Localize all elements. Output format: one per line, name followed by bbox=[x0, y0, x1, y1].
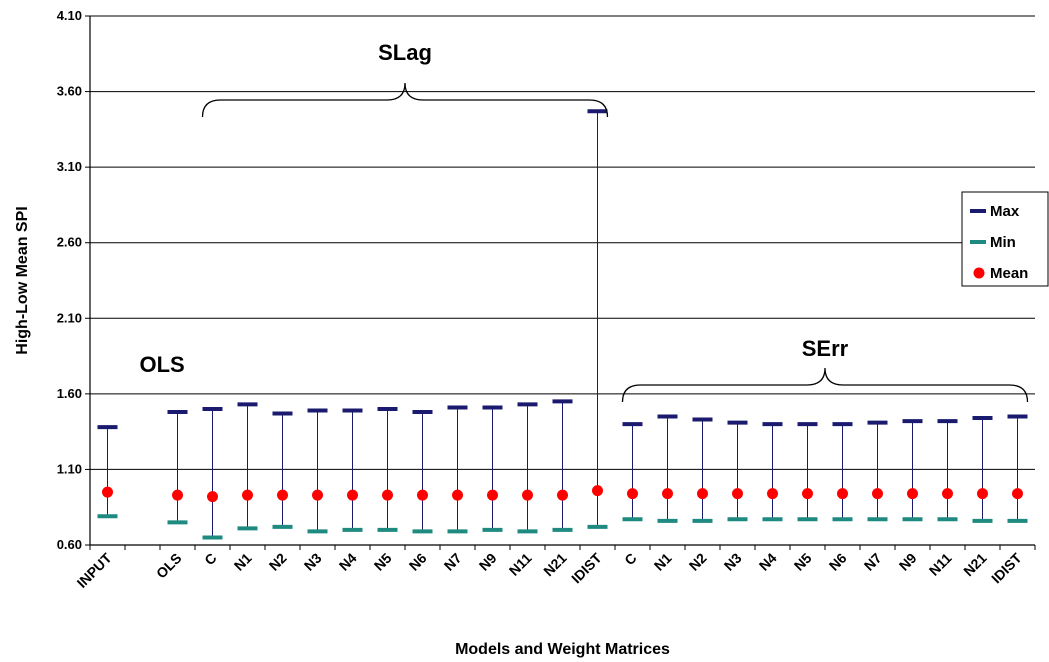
x-tick-label: C bbox=[201, 550, 219, 568]
serr-group-label: SErr bbox=[802, 336, 849, 361]
y-tick-label: 1.10 bbox=[57, 461, 82, 476]
y-tick-label: 3.60 bbox=[57, 84, 82, 99]
x-tick-label: N2 bbox=[686, 550, 710, 574]
mean-marker bbox=[977, 488, 988, 500]
legend-label-mean: Mean bbox=[990, 265, 1028, 282]
mean-marker bbox=[942, 488, 953, 500]
y-tick-labels: 0.60 1.10 1.60 2.10 2.60 3.10 3.60 4.10 bbox=[57, 8, 82, 552]
slag-group-label: SLag bbox=[378, 40, 432, 65]
y-axis-title: High-Low Mean SPI bbox=[14, 206, 31, 354]
serr-brace bbox=[621, 367, 1029, 403]
mean-marker bbox=[522, 489, 533, 501]
y-tick-label: 2.60 bbox=[57, 235, 82, 250]
x-tick-label: N1 bbox=[231, 550, 255, 574]
mean-marker bbox=[207, 491, 218, 503]
grid-lines bbox=[85, 15, 1035, 546]
y-tick-label: 3.10 bbox=[57, 159, 82, 174]
y-tick-label: 2.10 bbox=[57, 310, 82, 325]
x-tick-label: INPUT bbox=[74, 549, 115, 590]
legend: Max Min Mean bbox=[961, 191, 1049, 287]
x-tick-label: OLS bbox=[153, 550, 185, 582]
mean-marker bbox=[452, 489, 463, 501]
mean-marker bbox=[487, 489, 498, 501]
mean-marker bbox=[837, 488, 848, 500]
ols-group-label: OLS bbox=[140, 352, 185, 377]
mean-marker bbox=[347, 489, 358, 501]
data-marks bbox=[97, 109, 1028, 540]
mean-marker bbox=[767, 488, 778, 500]
mean-marker bbox=[662, 488, 673, 500]
x-tick-label: IDIST bbox=[988, 549, 1025, 586]
mean-marker bbox=[277, 489, 288, 501]
x-tick-label: N4 bbox=[756, 550, 780, 574]
x-tick-label: N9 bbox=[476, 550, 500, 574]
mean-marker bbox=[417, 489, 428, 501]
axes bbox=[89, 16, 1036, 550]
mean-marker bbox=[102, 486, 113, 498]
x-tick-label: C bbox=[621, 550, 639, 568]
x-tick-label: N4 bbox=[336, 550, 360, 574]
x-tick-label: N9 bbox=[896, 550, 920, 574]
mean-marker bbox=[1012, 488, 1023, 500]
x-tick-label: N2 bbox=[266, 550, 290, 574]
x-tick-label: N21 bbox=[960, 550, 990, 580]
mean-marker bbox=[592, 485, 603, 497]
x-tick-label: N11 bbox=[926, 550, 955, 579]
group-annotations: OLS SLag SErr bbox=[140, 40, 1029, 403]
mean-marker bbox=[802, 488, 813, 500]
mean-marker bbox=[382, 489, 393, 501]
legend-label-min: Min bbox=[990, 234, 1016, 251]
x-tick-label: IDIST bbox=[568, 549, 605, 586]
x-tick-label: N7 bbox=[861, 550, 885, 574]
x-tick-label: N7 bbox=[441, 550, 465, 574]
x-tick-label: N6 bbox=[406, 550, 430, 574]
mean-marker bbox=[872, 488, 883, 500]
mean-marker bbox=[627, 488, 638, 500]
x-tick-label: N21 bbox=[540, 550, 570, 580]
mean-marker bbox=[172, 489, 183, 501]
x-tick-label: N11 bbox=[506, 550, 535, 579]
y-tick-label: 0.60 bbox=[57, 537, 82, 552]
mean-marker bbox=[697, 488, 708, 500]
y-tick-label: 4.10 bbox=[57, 8, 82, 23]
x-tick-label: N3 bbox=[721, 550, 745, 574]
legend-label-max: Max bbox=[990, 203, 1020, 220]
x-axis-title: Models and Weight Matrices bbox=[455, 641, 670, 658]
x-tick-label: N5 bbox=[371, 550, 395, 574]
mean-marker bbox=[907, 488, 918, 500]
y-tick-label: 1.60 bbox=[57, 386, 82, 401]
x-tick-label: N5 bbox=[791, 550, 815, 574]
x-tick-label: N6 bbox=[826, 550, 850, 574]
mean-marker bbox=[557, 489, 568, 501]
mean-marker bbox=[242, 489, 253, 501]
mean-marker bbox=[732, 488, 743, 500]
legend-swatch-mean bbox=[973, 267, 985, 279]
x-tick-label: N1 bbox=[651, 550, 675, 574]
slag-brace bbox=[201, 82, 609, 118]
x-tick-label: N3 bbox=[301, 550, 325, 574]
mean-marker bbox=[312, 489, 323, 501]
